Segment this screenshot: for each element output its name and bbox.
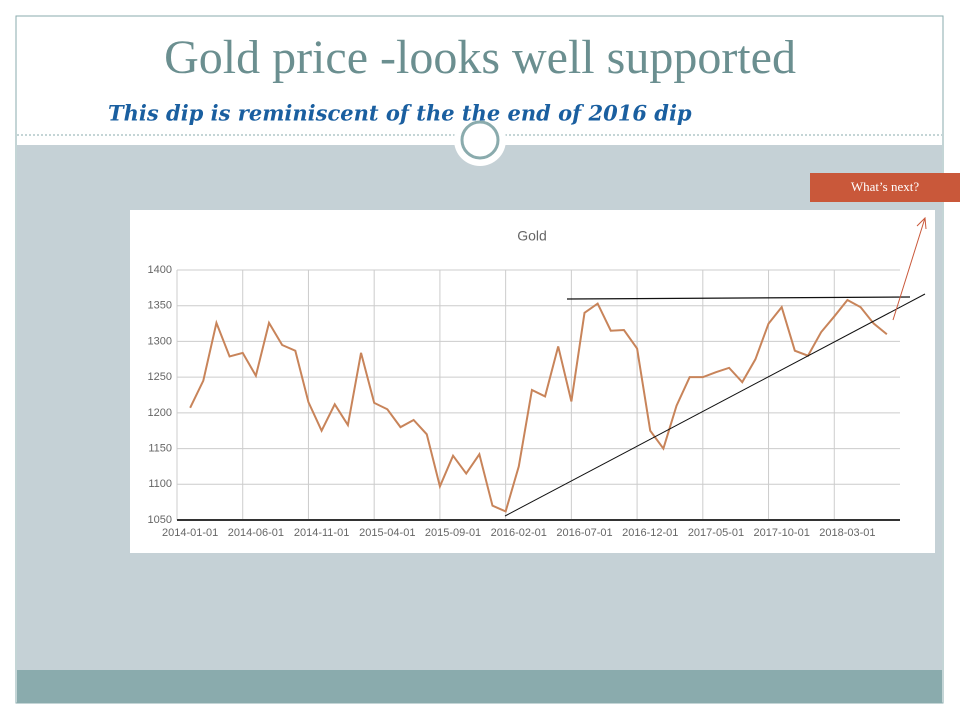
footer-band (17, 670, 942, 703)
y-tick-label: 1300 (148, 335, 172, 347)
x-tick-label: 2014-11-01 (294, 527, 349, 539)
chart-title: Gold (517, 228, 547, 244)
plot: 1050 1100 1150 1200 1250 1300 1350 1400 2014-01-… (148, 264, 900, 539)
slide-subtitle: This dip is reminiscent of the the end o… (108, 101, 692, 126)
chart-area (130, 210, 935, 553)
x-tick-label: 2018-03-01 (819, 527, 875, 539)
x-tick-label: 2015-09-01 (425, 527, 481, 539)
y-tick-label: 1100 (148, 478, 172, 490)
y-tick-label: 1400 (148, 264, 172, 276)
resistance-line (566, 296, 911, 300)
x-tick-label: 2017-10-01 (754, 527, 810, 539)
y-tick-label: 1250 (148, 371, 172, 383)
x-tick-label: 2016-07-01 (556, 527, 612, 539)
callout-box (810, 173, 960, 202)
x-tick-label: 2014-01-01 (162, 527, 218, 539)
y-tick-label: 1350 (148, 300, 172, 312)
callout-text: What’s next? (851, 179, 919, 194)
x-tick-label: 2014-06-01 (228, 527, 284, 539)
ornament-ring (460, 120, 500, 160)
slide-title: Gold price -looks well supported (164, 31, 796, 84)
y-tick-label: 1200 (148, 407, 172, 419)
x-tick-label: 2017-05-01 (688, 527, 744, 539)
y-tick-label: 1050 (148, 514, 172, 526)
x-tick-label: 2016-02-01 (491, 527, 547, 539)
data-line (189, 298, 888, 513)
arrow (892, 216, 927, 321)
support-line (504, 293, 926, 517)
x-tick-label: 2015-04-01 (359, 527, 415, 539)
x-tick-label: 2016-12-01 (622, 527, 678, 539)
y-tick-label: 1150 (148, 442, 172, 454)
